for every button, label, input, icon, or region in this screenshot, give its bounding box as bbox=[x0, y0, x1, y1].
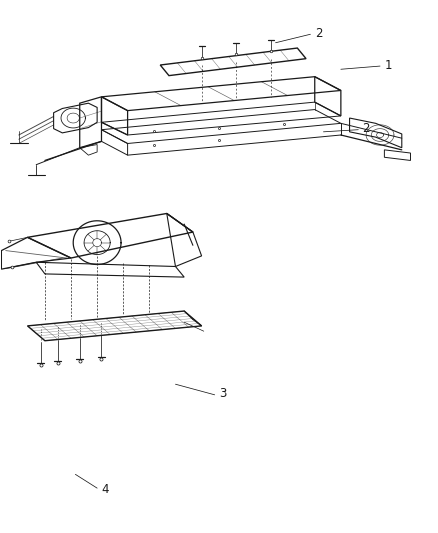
Text: 2: 2 bbox=[363, 122, 370, 135]
Text: 2: 2 bbox=[315, 27, 322, 39]
Text: 1: 1 bbox=[385, 59, 392, 71]
Text: 4: 4 bbox=[102, 483, 109, 496]
Text: 3: 3 bbox=[219, 387, 226, 400]
